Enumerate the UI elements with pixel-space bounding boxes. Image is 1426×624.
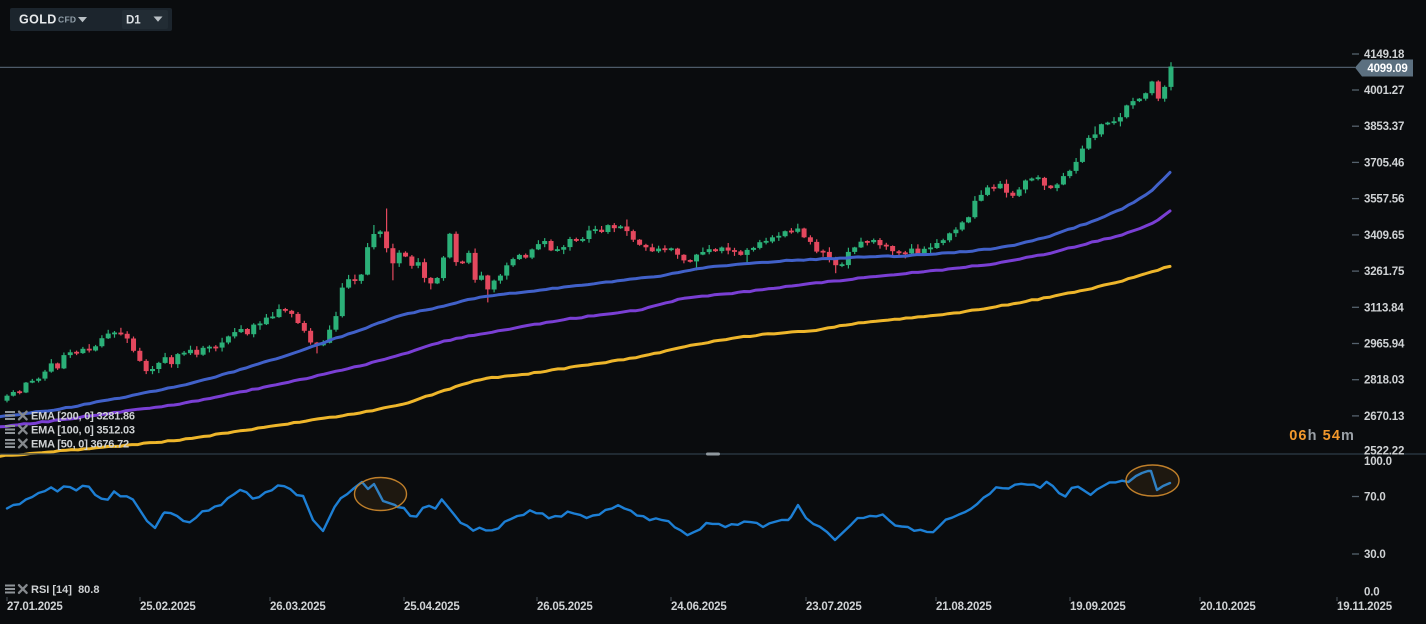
svg-text:25.04.2025: 25.04.2025	[404, 601, 460, 613]
svg-text:06h 54m: 06h 54m	[1289, 428, 1355, 444]
svg-text:RSI [14] 80.8: RSI [14] 80.8	[31, 584, 99, 596]
svg-text:GOLD: GOLD	[19, 13, 57, 27]
svg-text:2818.03: 2818.03	[1364, 375, 1404, 387]
svg-text:2965.94: 2965.94	[1364, 339, 1405, 351]
svg-text:3261.75: 3261.75	[1364, 266, 1405, 278]
svg-text:100.0: 100.0	[1364, 456, 1392, 468]
svg-text:4149.18: 4149.18	[1364, 49, 1405, 61]
svg-text:EMA [50, 0] 3676.72: EMA [50, 0] 3676.72	[31, 439, 129, 451]
svg-text:23.07.2025: 23.07.2025	[806, 601, 862, 613]
svg-text:27.01.2025: 27.01.2025	[7, 601, 63, 613]
svg-text:26.05.2025: 26.05.2025	[537, 601, 593, 613]
svg-text:26.03.2025: 26.03.2025	[270, 601, 326, 613]
svg-text:EMA [200, 0] 3281.86: EMA [200, 0] 3281.86	[31, 411, 135, 423]
svg-text:2670.13: 2670.13	[1364, 411, 1404, 423]
svg-text:25.02.2025: 25.02.2025	[140, 601, 196, 613]
svg-text:21.08.2025: 21.08.2025	[936, 601, 992, 613]
svg-text:19.11.2025: 19.11.2025	[1337, 601, 1393, 613]
svg-text:20.10.2025: 20.10.2025	[1200, 601, 1256, 613]
svg-text:4001.27: 4001.27	[1364, 85, 1404, 97]
svg-text:2522.22: 2522.22	[1364, 446, 1404, 458]
svg-text:30.0: 30.0	[1364, 549, 1386, 561]
svg-text:3705.46: 3705.46	[1364, 157, 1404, 169]
svg-text:EMA [100, 0] 3512.03: EMA [100, 0] 3512.03	[31, 425, 135, 437]
svg-text:3557.56: 3557.56	[1364, 194, 1404, 206]
svg-text:3113.84: 3113.84	[1364, 302, 1404, 314]
svg-text:19.09.2025: 19.09.2025	[1070, 601, 1126, 613]
svg-text:CFD: CFD	[58, 15, 76, 25]
svg-text:3853.37: 3853.37	[1364, 121, 1404, 133]
svg-text:D1: D1	[126, 15, 141, 27]
svg-text:0.0: 0.0	[1364, 587, 1379, 599]
svg-text:70.0: 70.0	[1364, 492, 1386, 504]
svg-text:24.06.2025: 24.06.2025	[671, 601, 727, 613]
svg-text:3409.65: 3409.65	[1364, 230, 1405, 242]
svg-text:4099.09: 4099.09	[1367, 63, 1407, 75]
